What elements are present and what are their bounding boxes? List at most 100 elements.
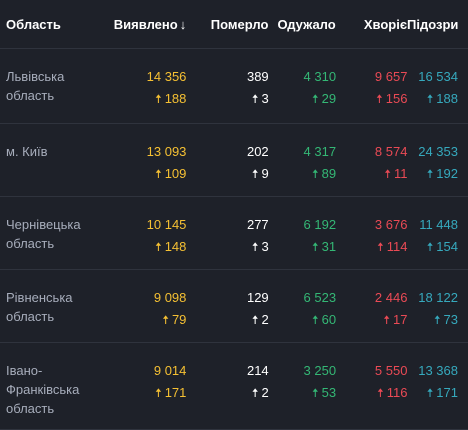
header-detected[interactable]: Виявлено ↓ [99,17,186,32]
recovered-delta: 🠅 29 [269,89,336,109]
detected-delta: 🠅 171 [99,383,186,403]
arrow-up-icon: 🠅 [312,386,319,400]
sick-cell: 5 550 🠅 116 [336,343,408,403]
recovered-delta-value: 89 [321,166,337,181]
table-row[interactable]: Рівненська область 9 098 🠅 79 129 🠅 2 6 523 🠅 60 2… [0,270,468,343]
arrow-up-icon: 🠅 [384,167,391,181]
suspected-delta: 🠅 192 [407,164,458,184]
detected-cell: 9 098 🠅 79 [99,270,187,330]
table-header: Область Виявлено ↓ Померло Одужало Хворіє… [0,0,468,49]
suspected-cell: 11 448 🠅 154 [407,197,468,257]
detected-delta: 🠅 148 [99,237,186,257]
arrow-up-icon: 🠅 [426,167,434,181]
recovered-delta: 🠅 53 [269,383,336,403]
sick-value: 8 574 [374,144,408,159]
header-suspected[interactable]: Підозри [407,16,459,32]
arrow-up-icon: 🠅 [312,167,319,181]
died-value: 202 [246,144,269,159]
sick-value: 2 446 [374,290,408,305]
suspected-delta-value: 171 [436,385,458,400]
detected-value: 9 098 [153,290,187,305]
died-delta-value: 9 [261,166,269,181]
recovered-value: 4 317 [303,144,337,159]
sick-delta: 🠅 156 [336,89,407,109]
detected-cell: 14 356 🠅 188 [99,49,187,109]
suspected-delta: 🠅 73 [407,310,458,330]
sick-delta-value: 116 [386,385,408,400]
died-value: 129 [246,290,269,305]
sick-delta: 🠅 114 [336,237,407,257]
suspected-cell: 18 122 🠅 73 [407,270,468,330]
suspected-delta-value: 188 [436,91,458,106]
suspected-cell: 13 368 🠅 171 [407,343,468,403]
died-cell: 277 🠅 3 [186,197,269,257]
recovered-delta-value: 29 [321,91,337,106]
detected-delta: 🠅 109 [99,164,186,184]
detected-value: 13 093 [146,144,187,159]
arrow-up-icon: 🠅 [251,313,259,327]
arrow-up-icon: 🠅 [426,240,434,254]
suspected-value: 11 448 [419,217,458,232]
suspected-delta: 🠅 171 [407,383,458,403]
header-died[interactable]: Померло [210,16,269,32]
arrow-up-icon: 🠅 [312,92,319,106]
recovered-value: 6 192 [303,217,337,232]
table-row[interactable]: Чернівецька область 10 145 🠅 148 277 🠅 3 6 192 🠅… [0,197,468,270]
died-delta-value: 3 [261,91,269,106]
recovered-cell: 4 310 🠅 29 [269,49,337,109]
table-row[interactable]: Львівська область 14 356 🠅 188 389 🠅 3 4 310 🠅 29… [0,49,468,124]
suspected-cell: 24 353 🠅 192 [407,124,468,184]
detected-delta: 🠅 79 [99,310,186,330]
region-name: Рівненська область [6,290,73,324]
detected-delta-value: 171 [164,385,187,400]
arrow-up-icon: 🠅 [155,240,162,254]
died-delta: 🠅 2 [186,383,269,403]
recovered-delta: 🠅 31 [269,237,336,257]
suspected-delta-value: 73 [443,312,458,327]
recovered-cell: 3 250 🠅 53 [269,343,337,403]
detected-delta-value: 148 [164,239,187,254]
arrow-up-icon: 🠅 [155,92,162,106]
arrow-up-icon: 🠅 [312,313,319,327]
died-delta-value: 3 [261,239,269,254]
detected-delta-value: 79 [171,312,187,327]
recovered-value: 3 250 [303,363,337,378]
detected-cell: 13 093 🠅 109 [99,124,187,184]
detected-cell: 9 014 🠅 171 [99,343,187,403]
header-sick[interactable]: Хворіє [363,16,407,32]
died-cell: 202 🠅 9 [186,124,269,184]
sort-down-icon: ↓ [179,16,187,32]
died-delta: 🠅 3 [186,237,269,257]
sick-delta: 🠅 116 [336,383,407,403]
header-detected-label: Виявлено [113,16,178,32]
region-name: Івано-Франківська область [6,363,80,416]
table-row[interactable]: м. Київ 13 093 🠅 109 202 🠅 9 4 317 🠅 89 8 574 🠅 11 24… [0,124,468,197]
suspected-delta-value: 154 [436,239,458,254]
died-delta: 🠅 3 [186,89,269,109]
arrow-up-icon: 🠅 [377,240,384,254]
arrow-up-icon: 🠅 [251,240,259,254]
died-cell: 389 🠅 3 [186,49,269,109]
header-region[interactable]: Область [6,16,61,32]
arrow-up-icon: 🠅 [377,386,384,400]
sick-delta-value: 114 [386,239,408,254]
sick-delta: 🠅 11 [336,164,407,184]
sick-delta-value: 11 [393,166,408,181]
recovered-cell: 6 192 🠅 31 [269,197,337,257]
arrow-up-icon: 🠅 [312,240,319,254]
recovered-delta-value: 60 [321,312,337,327]
table-row[interactable]: Івано-Франківська область 9 014 🠅 171 214 🠅 2 3… [0,343,468,430]
detected-value: 9 014 [153,363,187,378]
arrow-up-icon: 🠅 [251,92,259,106]
sick-cell: 3 676 🠅 114 [336,197,408,257]
died-cell: 129 🠅 2 [186,270,269,330]
sick-delta-value: 156 [385,91,408,106]
detected-delta-value: 188 [164,91,187,106]
region-name: Чернівецька область [6,217,81,251]
died-value: 277 [246,217,269,232]
header-recovered[interactable]: Одужало [277,16,336,32]
recovered-delta-value: 31 [321,239,337,254]
recovered-delta: 🠅 60 [269,310,336,330]
recovered-delta: 🠅 89 [269,164,336,184]
arrow-up-icon: 🠅 [383,313,390,327]
